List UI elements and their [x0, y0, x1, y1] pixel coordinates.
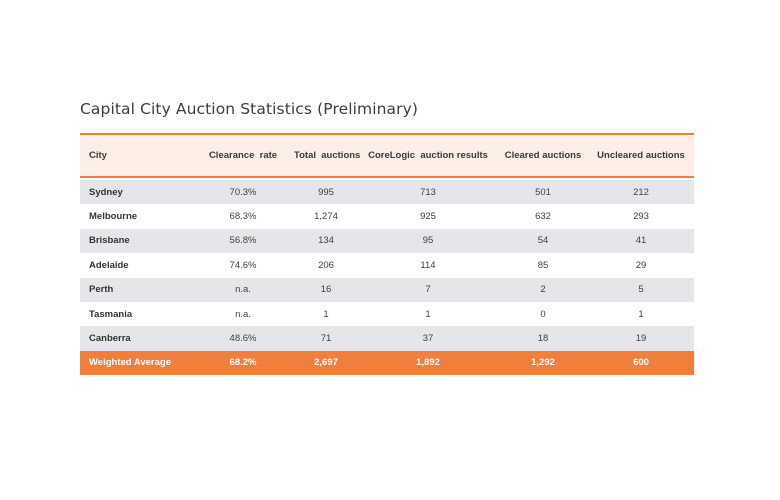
cell-clearance-rate: 70.3%	[229, 186, 257, 198]
header-total-auctions: Total auctions	[294, 150, 361, 161]
footer-clearance-rate: 68.2%	[229, 357, 257, 369]
cell-city: Tasmania	[89, 308, 133, 320]
weighted-average-row: Weighted Average 68.2% 2,697 1,892 1,292…	[80, 350, 694, 375]
auction-stats-table: City Clearance rate Total auctions CoreL…	[80, 133, 694, 375]
cell-uncleared: 293	[633, 211, 649, 223]
cell-total-auctions: 1	[323, 308, 329, 320]
cell-uncleared: 29	[635, 259, 647, 271]
cell-city: Brisbane	[89, 235, 130, 247]
header-spacer	[80, 177, 694, 180]
header-uncleared-auctions: Uncleared auctions	[597, 150, 685, 161]
cell-city: Sydney	[89, 186, 123, 198]
cell-uncleared: 41	[635, 235, 647, 247]
cell-clearance-rate: n.a.	[235, 284, 251, 296]
cell-city: Adelaide	[89, 259, 129, 271]
footer-cleared: 1,292	[531, 357, 555, 369]
cell-uncleared: 5	[638, 284, 644, 296]
header-cleared-auctions: Cleared auctions	[504, 150, 582, 161]
cell-clearance-rate: 56.8%	[229, 235, 257, 247]
cell-cleared: 632	[535, 211, 551, 223]
table-row: Brisbane 56.8% 134 95 54 41	[80, 228, 694, 254]
header-corelogic-results: CoreLogic auction results	[368, 150, 488, 161]
cell-total-auctions: 1,274	[314, 211, 338, 223]
cell-uncleared: 212	[633, 186, 649, 198]
table-row: Canberra 48.6% 71 37 18 19	[80, 326, 694, 351]
cell-cleared: 501	[535, 186, 551, 198]
footer-label: Weighted Average	[89, 357, 172, 369]
cell-corelogic-results: 37	[422, 333, 434, 345]
cell-clearance-rate: 48.6%	[229, 333, 257, 345]
cell-cleared: 2	[540, 284, 546, 296]
cell-corelogic-results: 925	[420, 211, 436, 223]
cell-uncleared: 19	[635, 333, 647, 345]
table-row: Tasmania n.a. 1 1 0 1	[80, 301, 694, 327]
header-city: City	[89, 150, 107, 161]
cell-clearance-rate: n.a.	[235, 308, 251, 320]
table-header-row: City Clearance rate Total auctions CoreL…	[80, 134, 694, 177]
cell-city: Canberra	[89, 333, 131, 345]
table-row: Adelaide 74.6% 206 114 85 29	[80, 253, 694, 278]
cell-cleared: 54	[537, 235, 549, 247]
table-row: Melbourne 68.3% 1,274 925 632 293	[80, 204, 694, 229]
cell-uncleared: 1	[638, 308, 644, 320]
cell-total-auctions: 71	[320, 333, 332, 345]
auction-stats-table-container: City Clearance rate Total auctions CoreL…	[80, 133, 694, 375]
footer-uncleared: 600	[633, 357, 649, 369]
cell-cleared: 18	[537, 333, 549, 345]
cell-city: Perth	[89, 284, 114, 296]
cell-clearance-rate: 68.3%	[229, 211, 257, 223]
table-row: Perth n.a. 16 7 2 5	[80, 277, 694, 302]
cell-corelogic-results: 95	[422, 235, 434, 247]
header-clearance-rate: Clearance rate	[208, 150, 278, 161]
cell-total-auctions: 206	[318, 259, 334, 271]
cell-total-auctions: 134	[318, 235, 334, 247]
cell-clearance-rate: 74.6%	[229, 259, 257, 271]
table-title: Capital City Auction Statistics (Prelimi…	[80, 100, 419, 118]
cell-corelogic-results: 713	[420, 186, 436, 198]
cell-corelogic-results: 7	[425, 284, 431, 296]
footer-corelogic-results: 1,892	[416, 357, 440, 369]
cell-city: Melbourne	[89, 211, 138, 223]
cell-cleared: 0	[540, 308, 546, 320]
cell-total-auctions: 16	[320, 284, 332, 296]
table-row: Sydney 70.3% 995 713 501 212	[80, 180, 694, 205]
footer-total-auctions: 2,697	[314, 357, 338, 369]
cell-total-auctions: 995	[318, 186, 334, 198]
cell-corelogic-results: 1	[425, 308, 431, 320]
cell-corelogic-results: 114	[420, 259, 436, 271]
cell-cleared: 85	[537, 259, 549, 271]
